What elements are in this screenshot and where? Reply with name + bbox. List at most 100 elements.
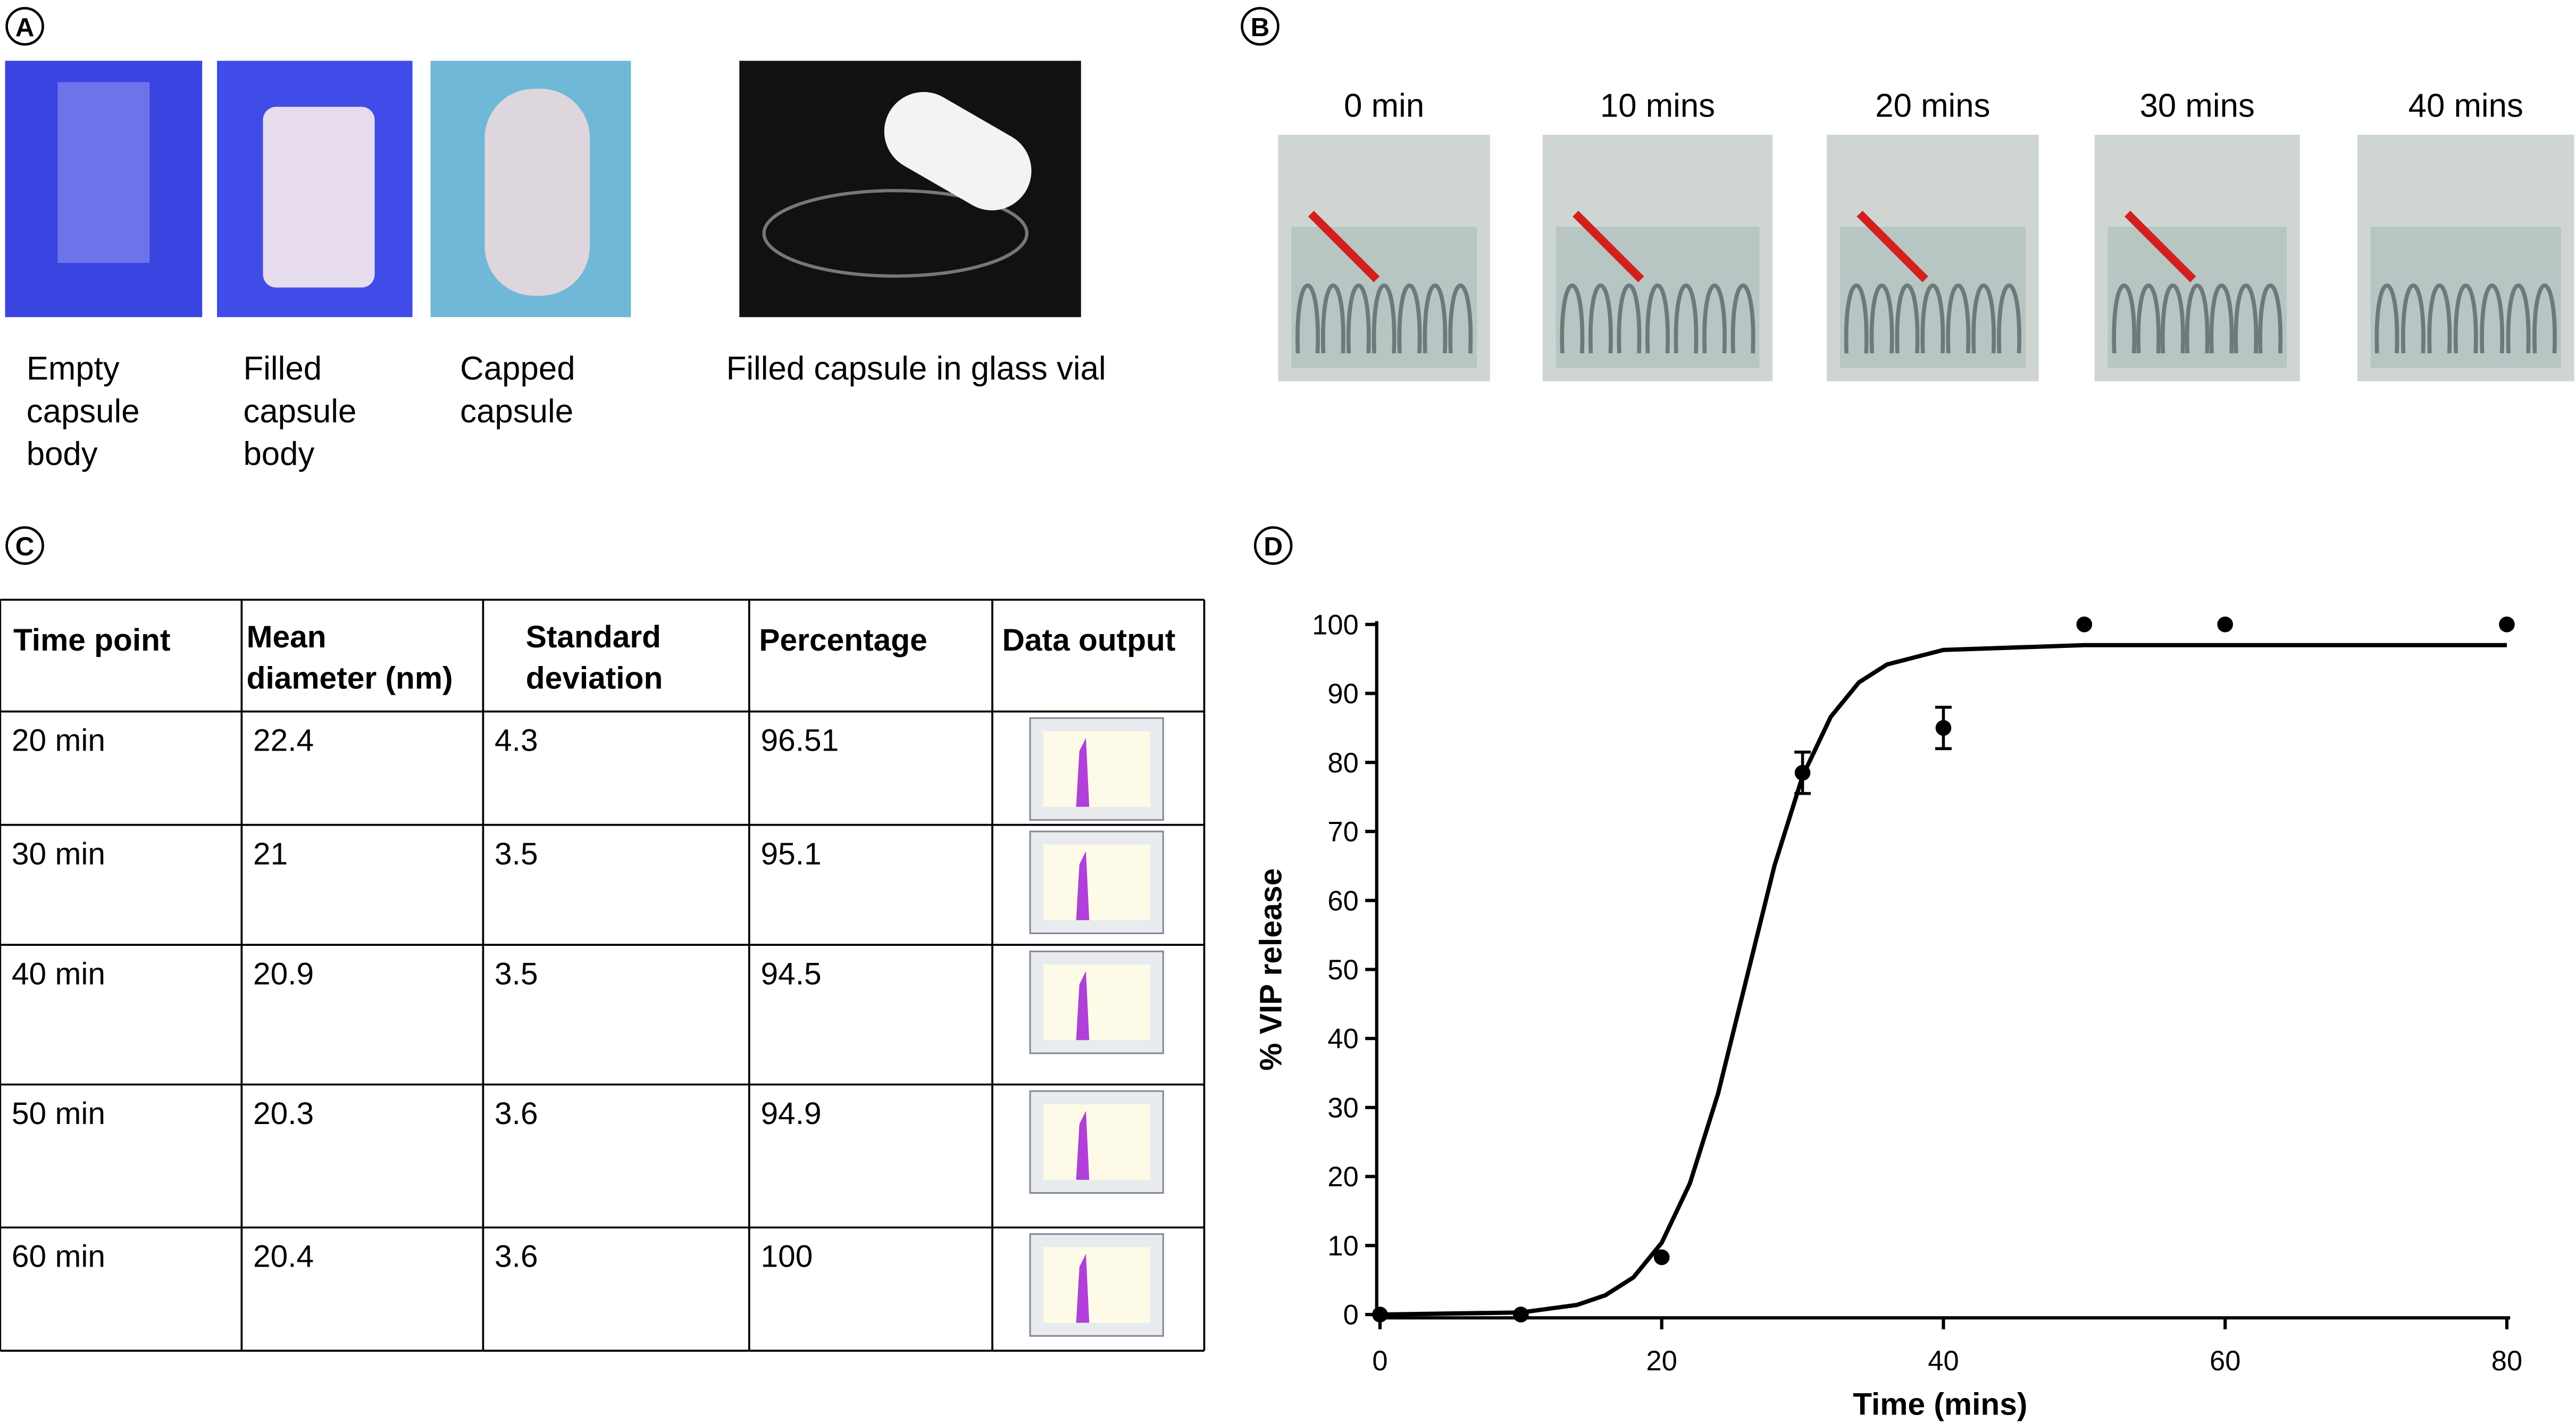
capsule-shape <box>884 91 1032 211</box>
y-tick-label: 30 <box>1327 1092 1358 1124</box>
data-point <box>1935 720 1952 736</box>
caption: Capped <box>460 351 575 387</box>
table-cell: 3.6 <box>495 1239 538 1274</box>
data-point <box>2217 616 2234 633</box>
y-tick-label: 40 <box>1327 1023 1358 1055</box>
caption: capsule <box>460 393 573 430</box>
thumbnail-plot <box>1043 731 1150 807</box>
arrow <box>2124 211 2196 282</box>
thumbnail-histogram <box>1076 851 1090 920</box>
panel-letter: A <box>15 13 35 42</box>
spring <box>1295 283 1473 354</box>
caption: Filled <box>243 351 322 387</box>
panel-letter: D <box>1264 532 1283 561</box>
beaker-water <box>2370 227 2561 368</box>
table-cell: 3.5 <box>495 837 538 871</box>
table-header: deviation <box>526 661 663 695</box>
time-label: 20 mins <box>1875 87 1990 124</box>
table-cell: 94.5 <box>760 956 821 991</box>
table-cell: 3.5 <box>495 956 538 991</box>
table-header: Standard <box>526 620 661 654</box>
panel-letter: C <box>15 532 35 561</box>
vial-shape <box>762 189 1028 278</box>
caption: capsule <box>243 393 356 430</box>
spring <box>2374 283 2557 354</box>
beaker-water <box>1555 227 1760 368</box>
table-cell: 20.9 <box>253 956 314 991</box>
thumbnail-plot <box>1043 1247 1150 1323</box>
thumbnail-histogram <box>1076 971 1090 1041</box>
x-tick-label: 20 <box>1646 1345 1677 1377</box>
table-cell: 20 min <box>12 723 105 758</box>
capsule-shape <box>57 82 150 263</box>
caption: body <box>27 436 98 472</box>
y-tick-label: 10 <box>1327 1230 1358 1262</box>
table-cell: 95.1 <box>760 837 821 871</box>
spring <box>1560 283 1755 354</box>
x-tick-label: 80 <box>2491 1345 2522 1377</box>
arrow <box>1308 211 1380 282</box>
x-tick-label: 60 <box>2210 1345 2240 1377</box>
table-cell: 20.4 <box>253 1239 314 1274</box>
table-cell: 21 <box>253 837 288 871</box>
y-tick-label: 60 <box>1327 885 1358 917</box>
caption: capsule <box>27 393 140 430</box>
table-cell: 22.4 <box>253 723 314 758</box>
caption: body <box>243 436 314 472</box>
table-cell: 100 <box>760 1239 813 1274</box>
y-tick-label: 80 <box>1327 747 1358 779</box>
y-axis-title: % VIP release <box>1254 868 1289 1071</box>
table-cell: 3.6 <box>495 1096 538 1131</box>
fit-curve <box>1379 643 2507 1317</box>
table-cell: 94.9 <box>760 1096 821 1131</box>
y-tick-label: 50 <box>1327 954 1358 986</box>
panel-letter: B <box>1251 13 1270 42</box>
thumbnail-plot <box>1043 844 1150 920</box>
table-cell: 60 min <box>12 1239 105 1274</box>
panel-letter-circle <box>1241 7 1279 46</box>
spring <box>2112 283 2283 354</box>
table-cell: 96.51 <box>760 723 839 758</box>
table-cell: 50 min <box>12 1096 105 1131</box>
table-cell: 4.3 <box>495 723 538 758</box>
spring <box>1844 283 2021 354</box>
thumbnail-plot <box>1043 1104 1150 1180</box>
y-tick-label: 20 <box>1327 1161 1358 1193</box>
table-header: Percentage <box>759 623 927 658</box>
x-axis-title: Time (mins) <box>1853 1387 2027 1422</box>
time-label: 0 min <box>1344 87 1424 124</box>
time-label: 10 mins <box>1600 87 1715 124</box>
caption: Filled capsule in glass vial <box>726 351 1106 387</box>
thumbnail-histogram <box>1076 737 1090 807</box>
y-tick-label: 0 <box>1343 1300 1359 1331</box>
x-tick-label: 40 <box>1928 1345 1959 1377</box>
x-tick-label: 0 <box>1372 1345 1387 1377</box>
data-point <box>2076 616 2093 633</box>
table-cell: 40 min <box>12 956 105 991</box>
table-header: Mean <box>247 620 327 654</box>
y-tick-label: 90 <box>1327 678 1358 710</box>
y-tick-label: 100 <box>1312 609 1359 640</box>
table-cell: 20.3 <box>253 1096 314 1131</box>
thumbnail-histogram <box>1076 1111 1090 1180</box>
table-header: Time point <box>13 623 171 658</box>
caption: Empty <box>27 351 120 387</box>
panel-letter-circle <box>5 526 44 565</box>
panel-letter-circle <box>1253 526 1293 565</box>
arrow <box>1573 211 1644 282</box>
y-tick-label: 70 <box>1327 817 1358 848</box>
table-cell: 30 min <box>12 837 105 871</box>
capsule-shape <box>484 88 590 296</box>
table-header: Data output <box>1002 623 1176 658</box>
data-point <box>2499 616 2515 633</box>
thumbnail-histogram <box>1076 1253 1090 1323</box>
time-label: 40 mins <box>2408 87 2523 124</box>
arrow <box>1856 211 1928 282</box>
thumbnail-plot <box>1043 964 1150 1041</box>
time-label: 30 mins <box>2140 87 2255 124</box>
table-header: diameter (nm) <box>247 661 453 695</box>
panel-letter-circle <box>5 7 44 46</box>
data-point <box>1653 1249 1670 1266</box>
